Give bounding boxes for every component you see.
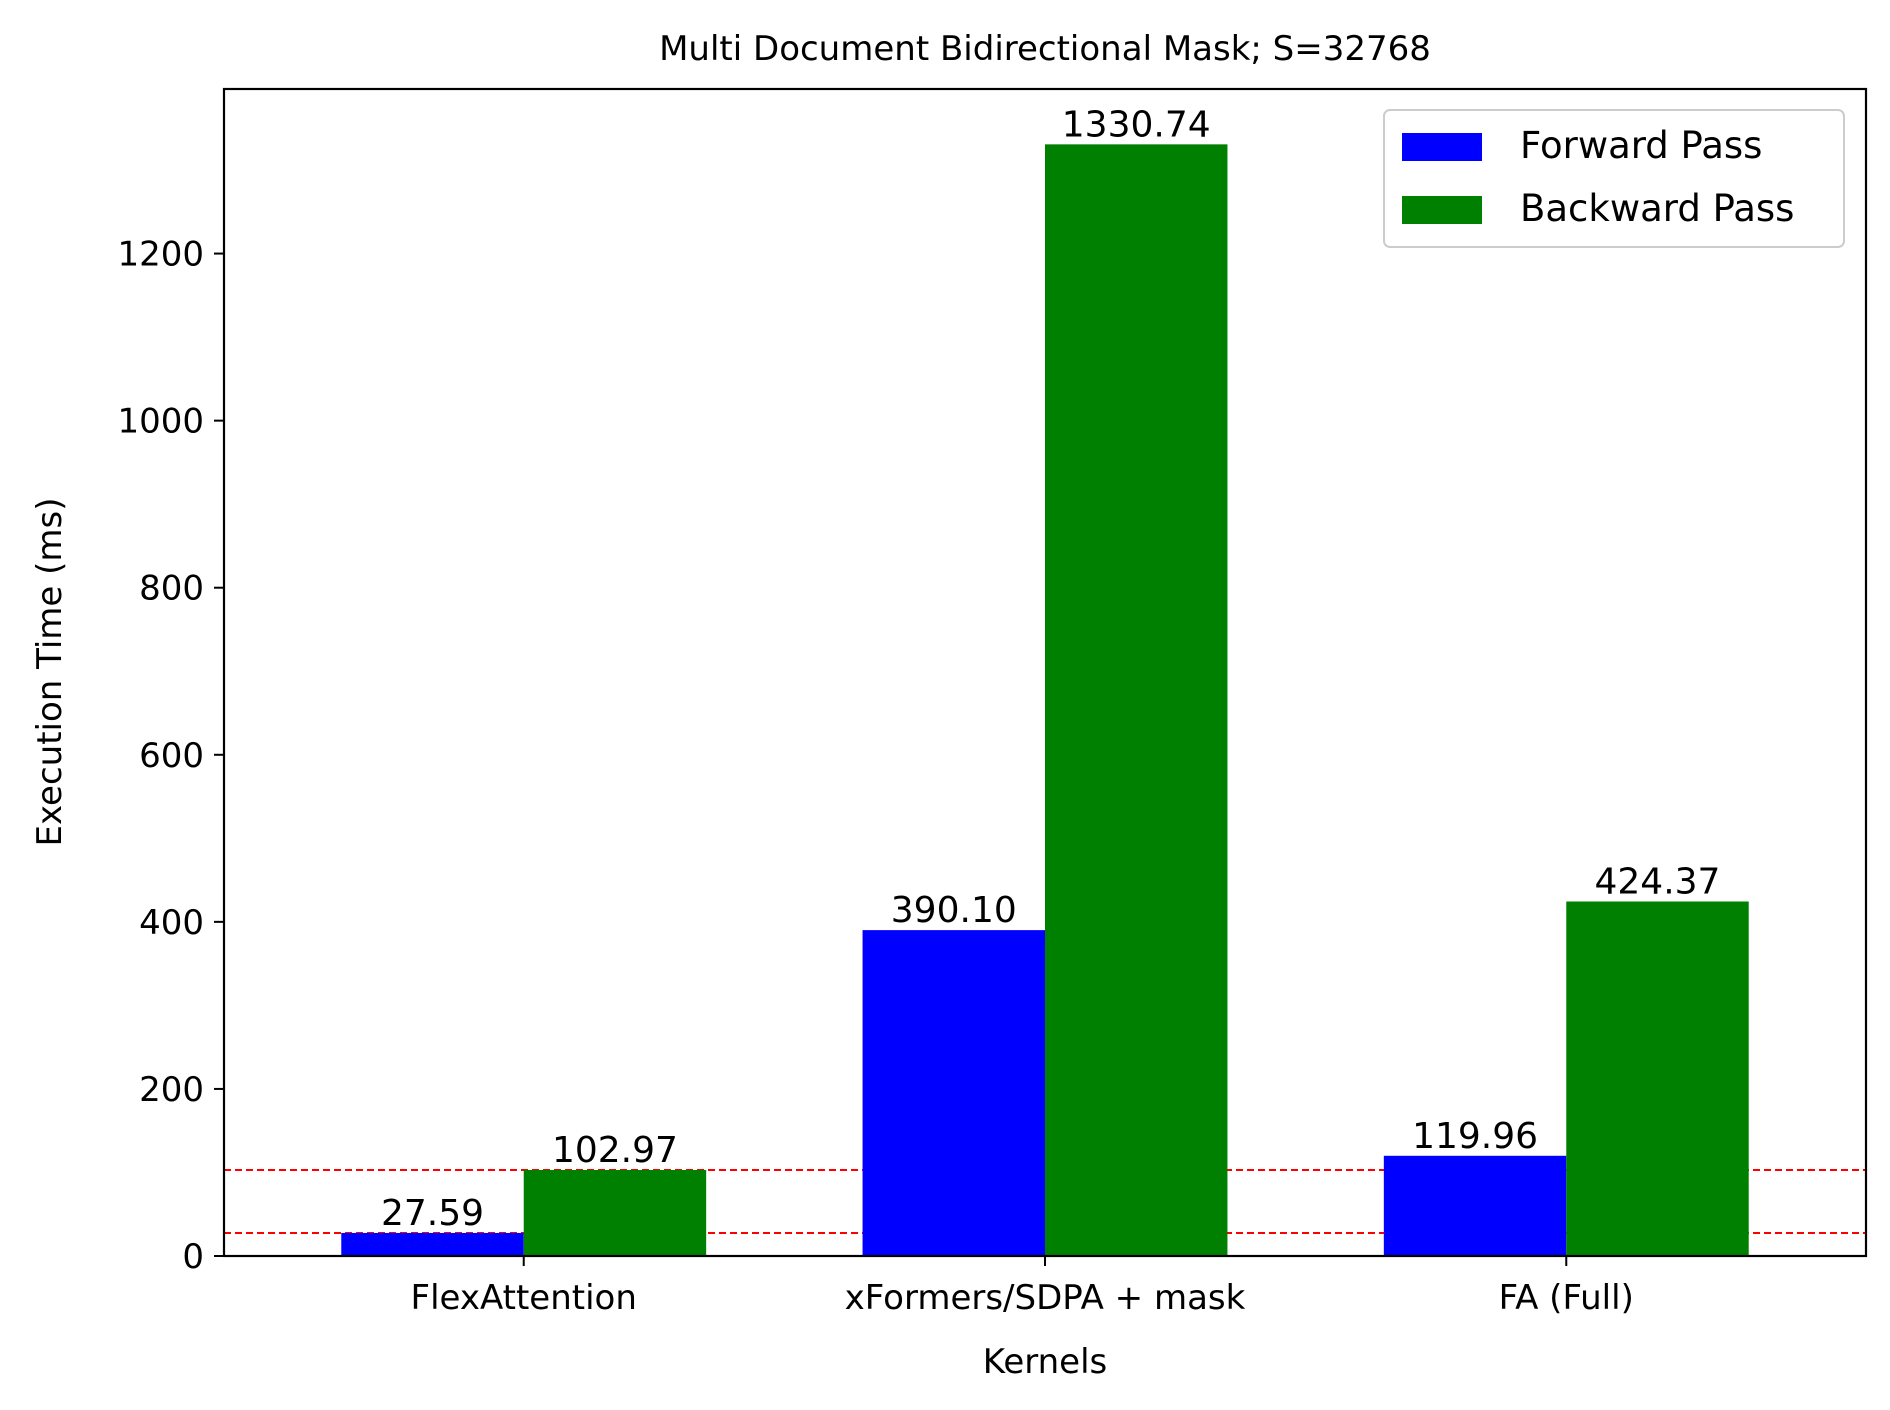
y-tick-label: 1200 bbox=[117, 235, 204, 275]
legend-label-forward-pass: Forward Pass bbox=[1520, 124, 1762, 167]
legend-swatch-backward-pass bbox=[1402, 196, 1482, 224]
data-label-backward-pass-flexattention: 102.97 bbox=[552, 1130, 678, 1171]
legend-swatch-forward-pass bbox=[1402, 133, 1482, 161]
y-tick-label: 1000 bbox=[117, 402, 204, 442]
y-axis-label: Execution Time (ms) bbox=[30, 497, 70, 846]
data-labels-group: 27.59 390.10 119.96 102.97 1330.74 424.37 bbox=[381, 104, 1720, 1234]
bar-backward-pass-xformers-sdpa-mask bbox=[1045, 144, 1228, 1256]
x-axis-label: Kernels bbox=[983, 1342, 1108, 1382]
data-label-forward-pass-flexattention: 27.59 bbox=[381, 1193, 484, 1234]
data-label-forward-pass-fa-full: 119.96 bbox=[1412, 1116, 1538, 1157]
data-label-backward-pass-fa-full: 424.37 bbox=[1595, 861, 1721, 902]
bar-forward-pass-flexattention bbox=[341, 1232, 524, 1256]
bar-forward-pass-xformers-sdpa-mask bbox=[862, 930, 1045, 1256]
chart-title: Multi Document Bidirectional Mask; S=327… bbox=[659, 29, 1431, 69]
x-tick-label-fa-full: FA (Full) bbox=[1499, 1278, 1634, 1318]
legend-label-backward-pass: Backward Pass bbox=[1520, 187, 1794, 230]
x-tick-label-flexattention: FlexAttention bbox=[411, 1278, 637, 1318]
y-tick-label: 400 bbox=[139, 903, 204, 943]
y-axis: 0 200 400 600 800 1000 1200 bbox=[117, 235, 224, 1277]
y-tick-label: 200 bbox=[139, 1070, 204, 1110]
data-label-forward-pass-xformers-sdpa-mask: 390.10 bbox=[891, 890, 1017, 931]
data-label-backward-pass-xformers-sdpa-mask: 1330.74 bbox=[1062, 104, 1211, 145]
bar-backward-pass-flexattention bbox=[523, 1169, 707, 1256]
y-tick-label: 0 bbox=[182, 1237, 204, 1277]
y-tick-label: 600 bbox=[139, 736, 204, 776]
legend-box bbox=[1383, 109, 1845, 248]
x-tick-label-xformers-sdpa-mask: xFormers/SDPA + mask bbox=[845, 1278, 1246, 1318]
bars-group bbox=[341, 144, 1749, 1256]
y-tick-label: 800 bbox=[139, 569, 204, 609]
legend: Forward Pass Backward Pass bbox=[1383, 109, 1845, 248]
bar-forward-pass-fa-full bbox=[1383, 1155, 1567, 1256]
bar-backward-pass-fa-full bbox=[1566, 901, 1749, 1256]
x-axis: FlexAttention xFormers/SDPA + mask FA (Ful… bbox=[411, 1256, 1634, 1318]
